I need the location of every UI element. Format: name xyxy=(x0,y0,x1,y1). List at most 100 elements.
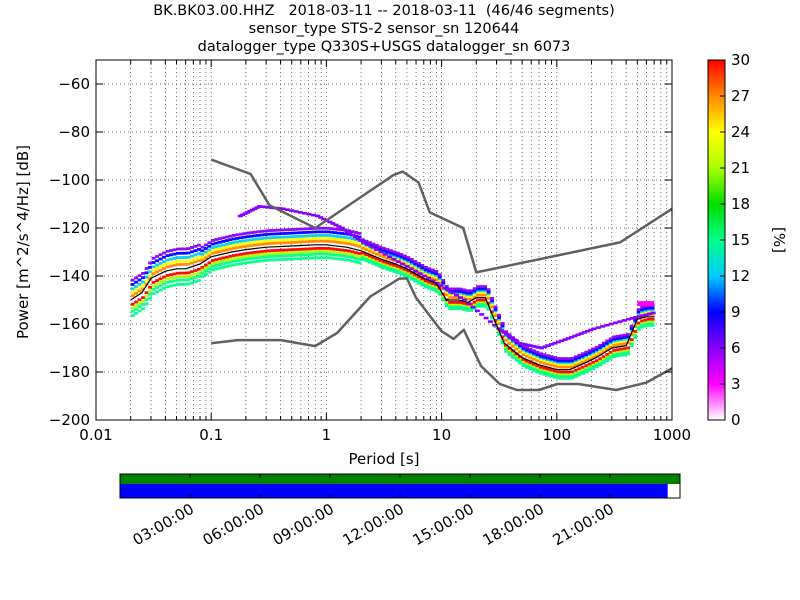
density-cell xyxy=(169,249,173,252)
density-cell xyxy=(179,263,184,266)
density-cell xyxy=(183,259,187,263)
density-cell xyxy=(538,352,543,356)
x-tick-label: 1000 xyxy=(653,426,691,444)
density-cell xyxy=(179,282,184,286)
density-cell xyxy=(266,229,271,233)
density-cell xyxy=(486,293,491,296)
density-cell xyxy=(361,246,365,250)
density-outlier xyxy=(297,211,303,214)
density-cell xyxy=(483,287,488,291)
density-cell xyxy=(465,309,470,312)
density-cell xyxy=(259,237,264,240)
colorbar: 0 3 6 9 12 15 18 21 24 27 30 [%] xyxy=(707,51,788,429)
density-cell xyxy=(392,265,397,269)
density-cell xyxy=(242,245,247,248)
density-cell xyxy=(378,247,383,251)
density-cell xyxy=(357,242,362,245)
density-cell xyxy=(252,250,257,254)
colorbar-tick-label: 9 xyxy=(731,303,741,321)
density-cell xyxy=(207,270,212,274)
density-cell xyxy=(416,275,421,279)
density-cell xyxy=(249,231,254,235)
density-cell xyxy=(186,262,191,266)
density-outlier xyxy=(552,341,558,345)
density-cell xyxy=(298,250,303,254)
density-cell xyxy=(580,372,585,375)
density-cell xyxy=(594,365,599,369)
density-cell xyxy=(151,261,156,264)
density-outlier xyxy=(633,316,639,319)
density-cell xyxy=(601,361,606,365)
density-outlier xyxy=(446,289,452,292)
density-cell xyxy=(462,290,467,294)
density-cell xyxy=(542,366,547,370)
density-cell xyxy=(538,372,543,375)
plot-frame xyxy=(95,59,673,421)
density-cell xyxy=(141,303,146,306)
density-cell xyxy=(364,253,369,257)
density-cell xyxy=(315,234,320,237)
density-cell xyxy=(190,258,194,261)
density-cell xyxy=(305,234,310,238)
density-cell xyxy=(224,261,229,265)
density-cell xyxy=(483,289,488,293)
density-cell xyxy=(238,232,243,236)
density-cell xyxy=(490,301,495,305)
density-cell xyxy=(179,256,184,259)
density-cell xyxy=(203,269,208,273)
density-cell xyxy=(158,268,163,272)
density-cell xyxy=(563,365,568,369)
density-cell xyxy=(193,276,198,279)
density-cell xyxy=(395,254,400,257)
density-cell xyxy=(521,349,526,353)
density-cell xyxy=(577,367,582,371)
density-cell xyxy=(580,367,585,371)
density-cell xyxy=(151,280,156,284)
density-cell xyxy=(340,232,344,235)
density-cell xyxy=(235,259,240,263)
density-cell xyxy=(221,240,226,243)
density-cell xyxy=(556,370,561,374)
colorbar-tick-label: 0 xyxy=(731,411,741,429)
density-cell xyxy=(270,254,275,258)
density-cell xyxy=(158,280,163,284)
density-cell xyxy=(388,262,393,266)
density-cell xyxy=(172,248,177,252)
density-cell xyxy=(347,252,351,256)
density-cell xyxy=(228,244,233,248)
density-cell xyxy=(647,317,652,321)
density-cell xyxy=(148,289,153,293)
density-cell xyxy=(399,270,404,274)
density-cell xyxy=(511,355,515,359)
density-cell xyxy=(608,346,613,349)
density-cell xyxy=(420,281,425,285)
density-cell xyxy=(573,372,578,376)
density-cell xyxy=(217,240,222,244)
density-outlier xyxy=(492,323,498,327)
density-cell xyxy=(388,266,393,270)
density-cell xyxy=(263,249,268,253)
density-cell xyxy=(413,260,418,263)
density-cell xyxy=(224,245,229,249)
density-cell xyxy=(315,230,320,234)
density-cell xyxy=(350,259,355,263)
density-cell xyxy=(294,253,299,257)
density-cell xyxy=(176,256,180,260)
colorbar-tick-label: 18 xyxy=(731,195,750,213)
density-cell xyxy=(395,251,400,255)
density-cell xyxy=(577,362,582,366)
density-cell xyxy=(340,251,344,255)
density-cell xyxy=(563,357,568,360)
density-cell xyxy=(193,253,198,257)
density-cell xyxy=(465,297,470,301)
density-cell xyxy=(619,336,624,340)
timeline-tick-label: 21:00:00 xyxy=(550,500,617,549)
density-outlier xyxy=(330,222,336,225)
density-cell xyxy=(626,346,631,350)
density-cell xyxy=(594,359,599,363)
density-cell xyxy=(144,291,149,295)
density-cell xyxy=(587,366,592,370)
density-cell xyxy=(298,234,303,238)
density-cell xyxy=(322,230,327,234)
density-cell xyxy=(633,325,638,328)
